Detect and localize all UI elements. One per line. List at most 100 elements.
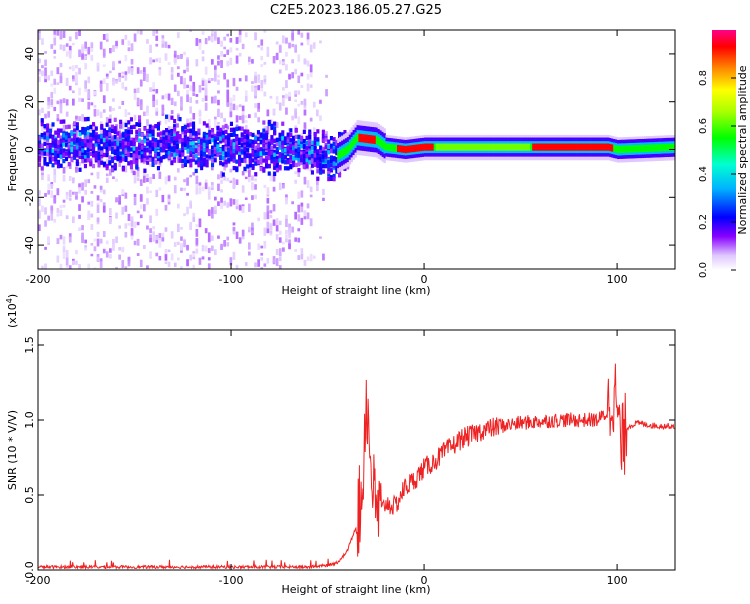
spectrogram-cell (155, 58, 159, 62)
spectrogram-cell (470, 136, 473, 138)
spectrogram-cell (402, 150, 406, 152)
spectrogram-cell (350, 160, 354, 163)
spectrogram-cell (238, 126, 242, 131)
spectrogram-cell (201, 244, 205, 252)
spectrogram-cell (83, 158, 87, 163)
spectrogram-cell (75, 129, 78, 138)
spectrogram-cell (177, 156, 180, 163)
spectrogram-cell (414, 158, 417, 161)
spectrogram-cell (416, 158, 419, 161)
spectrogram-cell (81, 46, 84, 54)
spectrogram-cell (410, 141, 413, 143)
spectrogram-cell (375, 135, 379, 138)
spectrogram-cell (453, 136, 456, 138)
spectrogram-cell (453, 144, 456, 146)
spectrogram-cell (232, 132, 236, 137)
spectrogram-cell (257, 74, 260, 82)
spectrogram-cell (356, 152, 359, 154)
spectrogram-cell (393, 137, 396, 139)
spectrogram-cell (348, 136, 352, 139)
spectrogram-cell (368, 121, 371, 123)
spectrogram-cell (207, 239, 211, 243)
spectrogram-cell (391, 144, 394, 146)
spectrogram-cell (474, 145, 477, 148)
spectrogram-cell (189, 155, 192, 162)
spectrogram-cell (487, 154, 491, 156)
spectrogram-cell (379, 140, 383, 143)
spectrogram-cell (41, 205, 44, 212)
spectrogram-cell (482, 136, 485, 138)
spectrogram-cell (468, 148, 471, 150)
spectrogram-cell (305, 162, 309, 167)
spectrogram-cell (391, 145, 394, 147)
spectrogram-cell (300, 85, 304, 88)
spectrogram-cell (155, 99, 159, 106)
spectrogram-cell (449, 151, 452, 154)
spectrogram-cell (379, 152, 383, 155)
spectrogram-cell (309, 44, 313, 53)
spectrogram-cell (149, 251, 152, 259)
spectrogram-cell (257, 217, 260, 222)
spectrogram-cell (485, 137, 489, 139)
spectrogram-cell (472, 154, 475, 156)
spectrogram-cell (248, 139, 252, 144)
spectrogram-cell (487, 137, 491, 139)
spectrogram-cell (339, 153, 342, 156)
spectrogram-cell (454, 157, 458, 160)
spectrogram-cell (259, 140, 263, 145)
spectrogram-cell (285, 107, 288, 115)
spectrogram-cell (204, 245, 208, 252)
spectrogram-cell (121, 167, 125, 172)
spectrogram-cell (389, 143, 392, 146)
spectrogram-cell (441, 157, 444, 160)
spectrogram-cell (62, 137, 66, 143)
spectrogram-cell (189, 158, 193, 163)
spectrogram-cell (449, 137, 452, 139)
spectrogram-cell (439, 149, 442, 151)
spectrogram-cell (466, 156, 469, 158)
spectrogram-cell (344, 164, 348, 166)
spectrogram-cell (344, 139, 348, 141)
spectrogram-cell (332, 177, 336, 182)
spectrogram-cell (424, 154, 427, 156)
spectrogram-cell (470, 148, 473, 150)
spectrogram-cell (102, 130, 106, 135)
spectrogram-cell (302, 151, 306, 156)
spectrogram-cell (358, 126, 361, 128)
spectrogram-cell (352, 132, 355, 134)
spectrogram-cell (302, 129, 306, 134)
spectrogram-cell (180, 266, 183, 269)
spectrogram-cell (65, 257, 69, 266)
spectrogram-cell (72, 79, 75, 82)
spectrogram-cell (93, 267, 97, 269)
spectrogram-cell (379, 151, 383, 154)
spectrogram-cell (183, 137, 187, 143)
spectrogram-cell (124, 34, 128, 40)
spectrogram-cell (377, 138, 381, 140)
spectrogram-cell (173, 140, 177, 146)
spectrogram-cell (399, 142, 402, 145)
spectrogram-cell (146, 105, 149, 113)
spectrogram-cell (406, 146, 410, 149)
spectrogram-cell (358, 137, 361, 139)
spectrogram-cell (211, 145, 215, 150)
spectrogram-cell (201, 98, 205, 102)
spectrogram-cell (383, 145, 386, 147)
spectrogram-cell (294, 91, 297, 95)
spectrogram-cell (139, 180, 143, 186)
spectrogram-cell (235, 37, 239, 44)
spectrogram-cell (389, 156, 392, 159)
spectrogram-cell (281, 155, 285, 160)
spectrogram-cell (238, 154, 242, 160)
spectrogram-cell (309, 186, 313, 193)
spectrogram-cell (90, 48, 94, 53)
spectrogram-cell (75, 71, 78, 79)
spectrogram-cell (364, 147, 367, 149)
spectrogram-cell (198, 186, 202, 194)
spectrogram-cell (341, 160, 344, 163)
spectrogram-cell (54, 152, 58, 157)
spectrogram-cell (385, 152, 388, 155)
spectrogram-cell (111, 146, 115, 151)
spectrogram-cell (470, 137, 473, 139)
spectrogram-cell (286, 160, 290, 165)
